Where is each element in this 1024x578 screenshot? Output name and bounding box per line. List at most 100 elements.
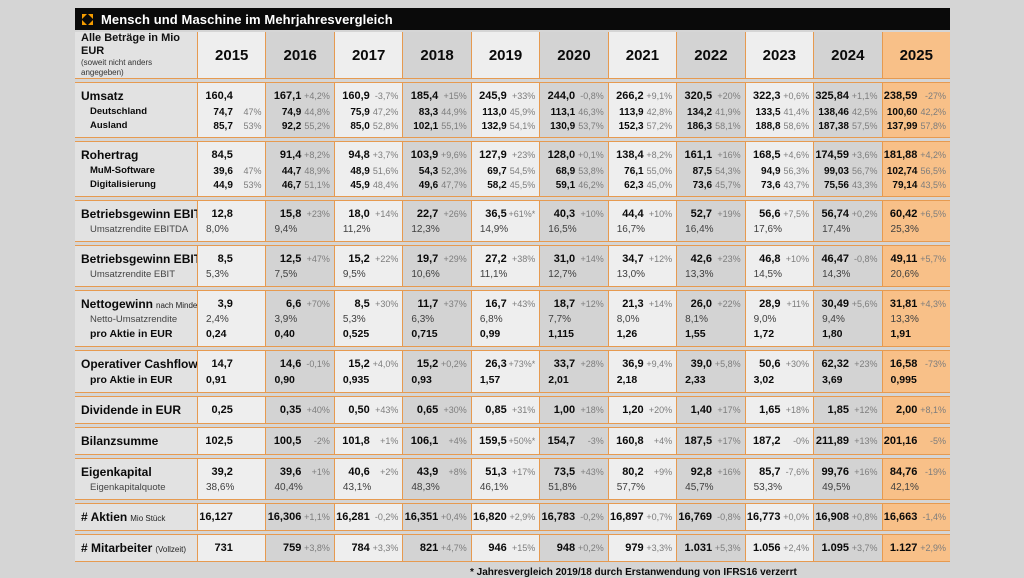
- cell-note: 57,8%: [920, 121, 946, 131]
- year-column-2024: 30,49 +5,6% 9,4% 1,80: [813, 291, 882, 346]
- table-cell: 1.095 +3,7%: [814, 539, 881, 557]
- cell-note: 58,6%: [783, 121, 810, 131]
- year-column-2022: 187,5 +17%: [676, 428, 745, 454]
- year-column-2018: 185,4 +15% 83,3 44,9% 102,1 55,1%: [402, 83, 471, 137]
- cell-note: +29%: [443, 254, 467, 264]
- row-label: Operativer Cashflow: [81, 357, 198, 371]
- year-column-2019: 51,3 +17% 46,1%: [470, 459, 540, 499]
- title-bar: Mensch und Maschine im Mehrjahresverglei…: [75, 8, 950, 30]
- cell-note: +13%: [854, 436, 878, 446]
- table-cell: 83,3 44,9%: [403, 105, 470, 119]
- cell-value: 31,81: [889, 298, 918, 310]
- cell-note: 53,7%: [578, 121, 604, 131]
- cell-value: 106,1: [410, 435, 439, 447]
- cell-value: 103,9: [410, 149, 439, 161]
- year-column-2024: 62,32 +23% 3,69: [813, 351, 882, 392]
- cell-note: +23%: [717, 254, 741, 264]
- table-cell: 73,5 +43%: [540, 463, 607, 481]
- cell-value: 16,127: [199, 511, 233, 523]
- table-block: Bilanzsumme 102,5 100,5 -2% 101,8 +1% 106,1 +4%…: [75, 427, 950, 455]
- year-column-2020: 154,7 -3%: [539, 428, 608, 454]
- table-cell: 7,7%: [540, 313, 607, 327]
- cell-value: 56,74: [821, 208, 849, 220]
- cell-note: 42,5%: [852, 107, 878, 117]
- row-label: pro Aktie in EUR: [90, 374, 173, 386]
- cell-value: 160,9: [342, 90, 370, 102]
- year-column-2025: 16,663 -1,4%: [881, 504, 950, 530]
- table-cell: 40,3 +10%: [540, 205, 607, 223]
- cell-value: 1,00: [553, 404, 576, 416]
- cell-note: +15%: [511, 543, 536, 553]
- cell-note: +4,0%: [372, 359, 399, 369]
- table-cell: 106,1 +4%: [403, 432, 470, 450]
- table-cell: 16,769 -0,8%: [677, 508, 744, 526]
- cell-value: 59,1: [555, 180, 576, 191]
- cell-value: 137,99: [886, 121, 918, 132]
- cell-note: 48,9%: [304, 166, 330, 176]
- cell-note: +3,6%: [851, 150, 878, 160]
- cell-note: +26%: [443, 209, 467, 219]
- cell-note: 47%: [243, 166, 262, 176]
- cell-value: 0,99: [479, 328, 501, 340]
- table-block: Nettogewinn nach Minderheiten Netto-Umsatz…: [75, 290, 950, 347]
- table-cell: 102,74 56,5%: [883, 164, 950, 178]
- cell-note: 57,2%: [646, 121, 673, 131]
- page-title: Mensch und Maschine im Mehrjahresverglei…: [101, 11, 393, 27]
- cell-value: 11,2%: [342, 224, 371, 235]
- cell-value: 13,3%: [890, 314, 919, 325]
- table-cell: 16,306 +1,1%: [266, 508, 333, 526]
- cell-value: 26,3: [485, 358, 507, 370]
- row-label: Umsatzrendite EBITDA: [90, 224, 189, 235]
- cell-note: 53%: [243, 121, 262, 131]
- table-cell: 1,65 +18%: [746, 401, 813, 419]
- year-column-2015: 12,8 8,0%: [197, 201, 266, 241]
- cell-value: 9,0%: [753, 314, 777, 325]
- table-cell: 1,72: [746, 327, 813, 342]
- cell-value: 161,1: [684, 149, 713, 161]
- year-column-2019: 946 +15%: [470, 535, 540, 561]
- table-block: Umsatz Deutschland Ausland 160,4 74,7 47% 85,7…: [75, 82, 950, 138]
- cell-value: 87,5: [692, 166, 713, 177]
- table-cell: 0,935: [335, 373, 402, 388]
- cell-value: 14,6: [279, 358, 302, 370]
- year-column-2023: 1.056 +2,4%: [744, 535, 814, 561]
- cell-note: 47%: [243, 107, 262, 117]
- cell-value: 54,3: [418, 166, 439, 177]
- row-label: Bilanzsumme: [81, 434, 159, 448]
- year-column-2019: 245,9 +33% 113,0 45,9% 132,9 54,1%: [470, 83, 540, 137]
- table-cell: 26,3 +73%*: [472, 355, 539, 373]
- table-cell: 11,2%: [335, 223, 402, 237]
- year-column-2021: 21,3 +14% 8,0% 1,26: [607, 291, 677, 346]
- table-cell: 1,40 +17%: [677, 401, 744, 419]
- cell-value: 168,5: [752, 149, 781, 161]
- cell-value: 50,6: [759, 358, 781, 370]
- cell-value: 48,3%: [411, 482, 440, 493]
- table-cell: 8,5 +30%: [335, 295, 402, 313]
- table-cell: 87,5 54,3%: [677, 164, 744, 178]
- row-label: Rohertrag: [81, 148, 139, 162]
- table-cell: 100,60 42,2%: [883, 105, 950, 119]
- cell-note: +12%: [648, 254, 673, 264]
- row-label: # Mitarbeiter: [81, 541, 153, 555]
- cell-value: 46,8: [759, 253, 781, 265]
- table-cell: 9,5%: [335, 268, 402, 282]
- row-labels: # Mitarbeiter (Vollzeit): [75, 535, 197, 561]
- table-cell: 42,1%: [883, 481, 950, 495]
- cell-note: +19%: [717, 209, 741, 219]
- cell-value: 3,69: [822, 374, 843, 386]
- table-cell: 1.127 +2,9%: [883, 539, 950, 557]
- cell-note: -0,2%: [374, 512, 399, 522]
- cell-note: +18%: [580, 405, 604, 415]
- table-cell: 43,1%: [335, 481, 402, 495]
- year-column-2018: 15,2 +0,2% 0,93: [402, 351, 471, 392]
- year-column-2019: 16,820 +2,9%: [470, 504, 540, 530]
- cell-value: 1,115: [548, 328, 574, 340]
- cell-value: 27,2: [485, 253, 507, 265]
- cell-value: 7,7%: [548, 314, 572, 325]
- year-column-2023: 168,5 +4,6% 94,9 56,3% 73,6 43,7%: [744, 142, 814, 196]
- year-column-2019: 127,9 +23% 69,7 54,5% 58,2 45,5%: [470, 142, 540, 196]
- cell-value: 30,49: [821, 298, 849, 310]
- row-labels: Operativer Cashflow pro Aktie in EUR: [75, 351, 198, 392]
- cell-note: 56,5%: [920, 166, 946, 176]
- comparison-table: Mensch und Maschine im Mehrjahresverglei…: [75, 8, 950, 578]
